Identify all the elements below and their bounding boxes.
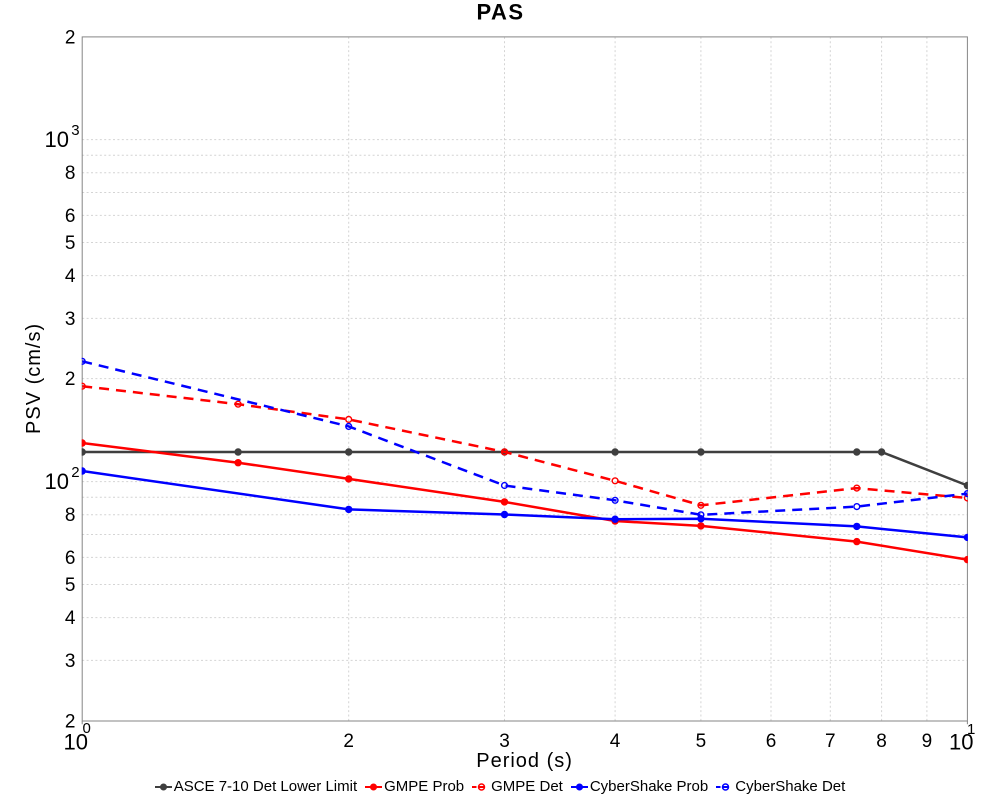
svg-text:9: 9 [922, 731, 933, 752]
svg-text:10: 10 [949, 729, 973, 754]
svg-text:6: 6 [65, 206, 76, 227]
svg-text:3: 3 [65, 651, 76, 672]
svg-text:6: 6 [65, 548, 76, 569]
svg-text:2: 2 [65, 712, 76, 733]
svg-text:7: 7 [825, 731, 836, 752]
svg-text:4: 4 [65, 608, 76, 629]
svg-text:10: 10 [45, 469, 69, 494]
svg-text:0: 0 [83, 720, 91, 737]
svg-text:10: 10 [64, 730, 88, 755]
svg-text:6: 6 [766, 731, 777, 752]
svg-text:8: 8 [876, 731, 887, 752]
svg-text:Period (s): Period (s) [476, 750, 573, 772]
svg-text:4: 4 [610, 731, 621, 752]
svg-text:10: 10 [45, 127, 69, 152]
svg-text:PAS: PAS [476, 0, 524, 25]
svg-text:2: 2 [343, 731, 354, 752]
svg-text:8: 8 [65, 163, 76, 184]
svg-text:8: 8 [65, 505, 76, 526]
svg-text:4: 4 [65, 266, 76, 287]
svg-text:5: 5 [65, 575, 76, 596]
svg-text:3: 3 [71, 122, 79, 139]
svg-text:3: 3 [499, 731, 510, 752]
svg-text:2: 2 [65, 27, 76, 48]
svg-text:2: 2 [65, 369, 76, 390]
svg-text:5: 5 [696, 731, 707, 752]
svg-text:2: 2 [71, 464, 79, 481]
svg-text:1: 1 [967, 721, 975, 738]
svg-text:3: 3 [65, 309, 76, 330]
svg-text:5: 5 [65, 233, 76, 254]
svg-text:PSV (cm/s): PSV (cm/s) [23, 323, 45, 434]
